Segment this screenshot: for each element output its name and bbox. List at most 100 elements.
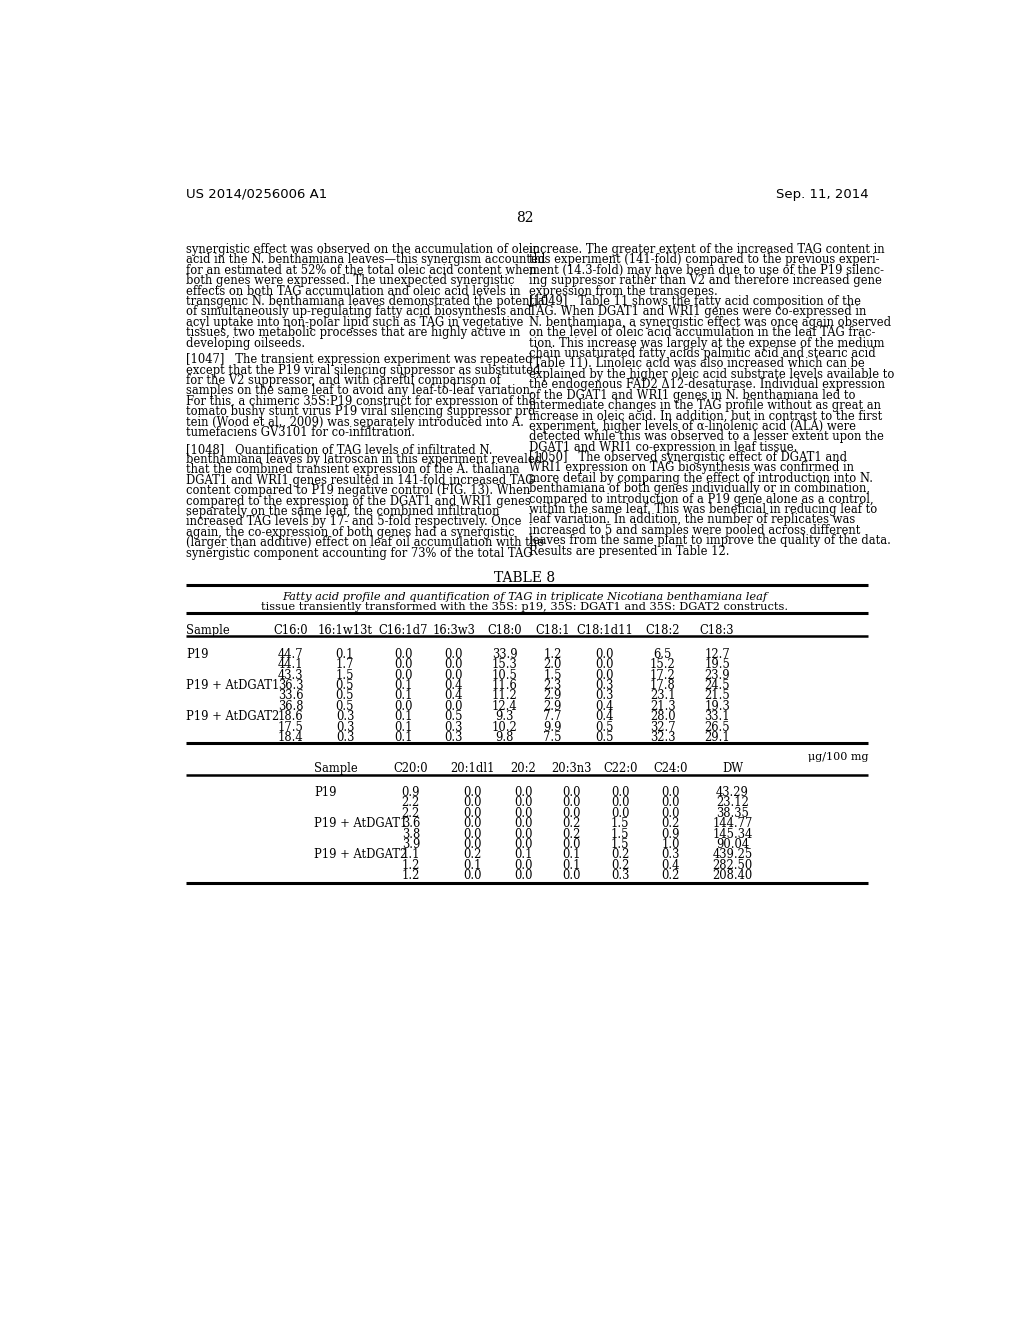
Text: 1.5: 1.5 [611, 838, 630, 851]
Text: 0.0: 0.0 [394, 648, 413, 661]
Text: 208.40: 208.40 [713, 870, 753, 882]
Text: 44.1: 44.1 [278, 659, 303, 672]
Text: 0.0: 0.0 [464, 817, 482, 830]
Text: C18:2: C18:2 [645, 624, 680, 638]
Text: 1.5: 1.5 [611, 817, 630, 830]
Text: 0.0: 0.0 [394, 659, 413, 672]
Text: [1050]   The observed synergistic effect of DGAT1 and: [1050] The observed synergistic effect o… [529, 451, 848, 465]
Text: 9.3: 9.3 [496, 710, 514, 723]
Text: 0.5: 0.5 [444, 710, 463, 723]
Text: more detail by comparing the effect of introduction into N.: more detail by comparing the effect of i… [529, 471, 873, 484]
Text: this experiment (141-fold) compared to the previous experi-: this experiment (141-fold) compared to t… [529, 253, 880, 267]
Text: 26.5: 26.5 [705, 721, 730, 734]
Text: 17.2: 17.2 [650, 669, 676, 681]
Text: 0.0: 0.0 [662, 787, 680, 799]
Text: 20:1dl1: 20:1dl1 [451, 762, 496, 775]
Text: 0.0: 0.0 [514, 787, 532, 799]
Text: C16:0: C16:0 [273, 624, 308, 638]
Text: that the combined transient expression of the A. thaliana: that the combined transient expression o… [186, 463, 520, 477]
Text: P19 + AtDGAT1: P19 + AtDGAT1 [314, 817, 408, 830]
Text: again, the co-expression of both genes had a synergistic: again, the co-expression of both genes h… [186, 525, 515, 539]
Text: 3.6: 3.6 [401, 817, 420, 830]
Text: 38.35: 38.35 [716, 807, 749, 820]
Text: content compared to P19 negative control (FIG. 13). When: content compared to P19 negative control… [186, 484, 530, 498]
Text: 0.0: 0.0 [611, 787, 630, 799]
Text: 11.6: 11.6 [492, 678, 517, 692]
Text: 1.2: 1.2 [544, 648, 562, 661]
Text: P19 + AtDGAT2: P19 + AtDGAT2 [314, 849, 408, 862]
Text: 0.1: 0.1 [336, 648, 354, 661]
Text: P19: P19 [186, 648, 209, 661]
Text: 9.9: 9.9 [544, 721, 562, 734]
Text: Sep. 11, 2014: Sep. 11, 2014 [775, 187, 868, 201]
Text: synergistic effect was observed on the accumulation of oleic: synergistic effect was observed on the a… [186, 243, 540, 256]
Text: 43.29: 43.29 [716, 787, 749, 799]
Text: 3.9: 3.9 [401, 838, 420, 851]
Text: 29.1: 29.1 [705, 731, 730, 744]
Text: 0.4: 0.4 [444, 689, 463, 702]
Text: 0.0: 0.0 [514, 870, 532, 882]
Text: 0.1: 0.1 [394, 678, 413, 692]
Text: 12.7: 12.7 [705, 648, 730, 661]
Text: 144.77: 144.77 [713, 817, 753, 830]
Text: 0.4: 0.4 [595, 710, 613, 723]
Text: 7.5: 7.5 [544, 731, 562, 744]
Text: 0.2: 0.2 [562, 817, 581, 830]
Text: 18.6: 18.6 [278, 710, 303, 723]
Text: 0.2: 0.2 [464, 849, 482, 862]
Text: synergistic component accounting for 73% of the total TAG: synergistic component accounting for 73%… [186, 546, 532, 560]
Text: 0.1: 0.1 [394, 731, 413, 744]
Text: 0.1: 0.1 [464, 859, 482, 873]
Text: Sample: Sample [186, 624, 229, 638]
Text: tissue transiently transformed with the 35S: p19, 35S: DGAT1 and 35S: DGAT2 cons: tissue transiently transformed with the … [261, 602, 788, 612]
Text: DW: DW [722, 762, 743, 775]
Text: 0.4: 0.4 [444, 678, 463, 692]
Text: increased to 5 and samples were pooled across different: increased to 5 and samples were pooled a… [529, 524, 861, 537]
Text: 36.3: 36.3 [278, 678, 303, 692]
Text: 0.3: 0.3 [444, 731, 463, 744]
Text: 0.0: 0.0 [464, 787, 482, 799]
Text: 2.2: 2.2 [401, 807, 420, 820]
Text: chain unsaturated fatty acids palmitic acid and stearic acid: chain unsaturated fatty acids palmitic a… [529, 347, 877, 360]
Text: Fatty acid profile and quantification of TAG in triplicate Nicotiana benthamiana: Fatty acid profile and quantification of… [283, 593, 767, 602]
Text: 1.0: 1.0 [662, 838, 680, 851]
Text: 2.3: 2.3 [544, 678, 562, 692]
Text: C18:1: C18:1 [536, 624, 570, 638]
Text: 0.9: 0.9 [401, 787, 420, 799]
Text: for an estimated at 52% of the total oleic acid content when: for an estimated at 52% of the total ole… [186, 264, 537, 277]
Text: 0.1: 0.1 [562, 859, 581, 873]
Text: effects on both TAG accumulation and oleic acid levels in: effects on both TAG accumulation and ole… [186, 285, 521, 298]
Text: 0.3: 0.3 [336, 710, 354, 723]
Text: 0.3: 0.3 [662, 849, 680, 862]
Text: 0.1: 0.1 [514, 849, 532, 862]
Text: 28.0: 28.0 [650, 710, 676, 723]
Text: [1047]   The transient expression experiment was repeated: [1047] The transient expression experime… [186, 354, 532, 366]
Text: tissues, two metabolic processes that are highly active in: tissues, two metabolic processes that ar… [186, 326, 520, 339]
Text: explained by the higher oleic acid substrate levels available to: explained by the higher oleic acid subst… [529, 368, 895, 381]
Text: 0.3: 0.3 [444, 721, 463, 734]
Text: 0.3: 0.3 [595, 678, 613, 692]
Text: 23.1: 23.1 [650, 689, 676, 702]
Text: increase in oleic acid. In addition, but in contrast to the first: increase in oleic acid. In addition, but… [529, 409, 883, 422]
Text: 0.0: 0.0 [514, 838, 532, 851]
Text: Results are presented in Table 12.: Results are presented in Table 12. [529, 545, 730, 557]
Text: 43.3: 43.3 [278, 669, 303, 681]
Text: 16:1w13t: 16:1w13t [317, 624, 373, 638]
Text: 32.3: 32.3 [650, 731, 676, 744]
Text: compared to introduction of a P19 gene alone as a control,: compared to introduction of a P19 gene a… [529, 492, 874, 506]
Text: 0.0: 0.0 [595, 648, 613, 661]
Text: C18:0: C18:0 [487, 624, 522, 638]
Text: 0.0: 0.0 [595, 669, 613, 681]
Text: 0.0: 0.0 [464, 796, 482, 809]
Text: 0.0: 0.0 [444, 700, 463, 713]
Text: expression from the transgenes.: expression from the transgenes. [529, 285, 718, 298]
Text: 82: 82 [516, 211, 534, 224]
Text: tomato bushy stunt virus P19 viral silencing suppressor pro-: tomato bushy stunt virus P19 viral silen… [186, 405, 539, 418]
Text: N. benthamiana, a synergistic effect was once again observed: N. benthamiana, a synergistic effect was… [529, 315, 892, 329]
Text: 1.2: 1.2 [401, 859, 420, 873]
Text: 0.0: 0.0 [662, 807, 680, 820]
Text: Sample: Sample [314, 762, 357, 775]
Text: 0.0: 0.0 [444, 669, 463, 681]
Text: 11.2: 11.2 [492, 689, 517, 702]
Text: 16:3w3: 16:3w3 [432, 624, 475, 638]
